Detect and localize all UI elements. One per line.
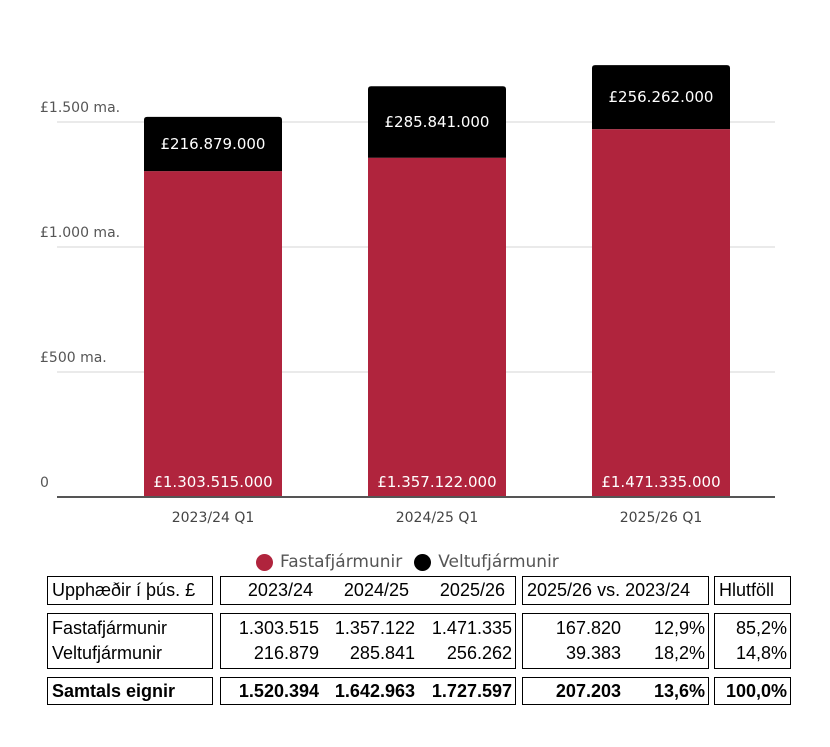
bar-segment: [368, 157, 506, 498]
legend-item-fastafjarmunir[interactable]: Fastafjármunir: [256, 552, 402, 572]
stacked-bar-chart: 0 £500 ma. £1.000 ma. £1.500 ma. £1.303.515…: [40, 65, 775, 526]
table-total-change-box: 207.203 13,6%: [522, 677, 709, 705]
total-share: 100,0%: [725, 681, 787, 701]
data-label: £256.262.000: [609, 88, 714, 106]
bar-segment: [144, 171, 282, 497]
change-abs: 39.383: [565, 643, 621, 663]
x-tick-label: 2025/26 Q1: [620, 510, 703, 526]
total-change-abs: 207.203: [555, 681, 621, 701]
bar-segment: [144, 116, 282, 172]
share-header: Hlutföll: [719, 580, 775, 600]
table-header-years-box: 2023/24 2024/25 2025/26: [220, 576, 516, 605]
cell-value: 285.841: [349, 643, 415, 663]
legend-label: Veltufjármunir: [438, 552, 559, 572]
table-body-share-box: 85,2% 14,8%: [714, 613, 791, 669]
y-tick-label: £500 ma.: [40, 350, 107, 366]
y-tick-label: 0: [40, 475, 49, 491]
table-header-change-box: 2025/26 vs. 2023/24: [522, 576, 709, 605]
total-value: 1.727.597: [431, 681, 512, 701]
x-tick-label: 2023/24 Q1: [172, 510, 255, 526]
cell-value: 1.357.122: [334, 618, 415, 638]
data-label: £1.357.122.000: [377, 473, 496, 491]
x-tick-label: 2024/25 Q1: [396, 510, 479, 526]
total-label: Samtals eignir: [52, 681, 176, 701]
data-label: £285.841.000: [385, 113, 490, 131]
y-tick-label: £1.000 ma.: [40, 225, 120, 241]
total-change-pct: 13,6%: [653, 681, 705, 701]
data-label: £1.303.515.000: [153, 473, 272, 491]
cell-value: 216.879: [253, 643, 319, 663]
cell-value: 1.303.515: [238, 618, 319, 638]
legend-dot-icon: [256, 553, 273, 571]
table-header-label: Upphæðir í þús. £: [52, 580, 196, 600]
data-label: £1.471.335.000: [601, 473, 720, 491]
table-total-label-box: Samtals eignir: [47, 677, 213, 705]
table-body-years-box: 1.303.515 1.357.122 1.471.335 216.879 28…: [220, 613, 516, 669]
year-header: 2024/25: [343, 580, 409, 600]
cell-value: 256.262: [446, 643, 512, 663]
year-header: 2025/26: [439, 580, 505, 600]
change-pct: 18,2%: [653, 643, 705, 663]
change-header: 2025/26 vs. 2023/24: [527, 580, 691, 600]
cell-value: 1.471.335: [431, 618, 512, 638]
total-value: 1.642.963: [334, 681, 415, 701]
table-body-change-box: 167.820 12,9% 39.383 18,2%: [522, 613, 709, 669]
change-abs: 167.820: [555, 618, 621, 638]
change-pct: 12,9%: [653, 618, 705, 638]
data-label: £216.879.000: [161, 135, 266, 153]
total-value: 1.520.394: [238, 681, 319, 701]
legend: Fastafjármunir Veltufjármunir: [256, 551, 571, 573]
row-label: Fastafjármunir: [52, 618, 168, 638]
table-total-share-box: 100,0%: [714, 677, 791, 705]
row-label: Veltufjármunir: [52, 643, 163, 663]
bar-segment: [592, 129, 730, 497]
legend-item-veltufjarmunir[interactable]: Veltufjármunir: [414, 552, 559, 572]
table-body-label-box: Fastafjármunir Veltufjármunir: [47, 613, 213, 669]
y-tick-label: £1.500 ma.: [40, 100, 120, 116]
table-header-share-box: Hlutföll: [714, 576, 791, 605]
table-total-years-box: 1.520.394 1.642.963 1.727.597: [220, 677, 516, 705]
bar-segment: [592, 65, 730, 130]
table-header-label-box: Upphæðir í þús. £: [47, 576, 213, 605]
bar-segment: [368, 86, 506, 158]
legend-label: Fastafjármunir: [280, 552, 403, 572]
share-value: 85,2%: [735, 618, 787, 638]
legend-dot-icon: [414, 553, 432, 571]
year-header: 2023/24: [247, 580, 313, 600]
share-value: 14,8%: [735, 643, 787, 663]
